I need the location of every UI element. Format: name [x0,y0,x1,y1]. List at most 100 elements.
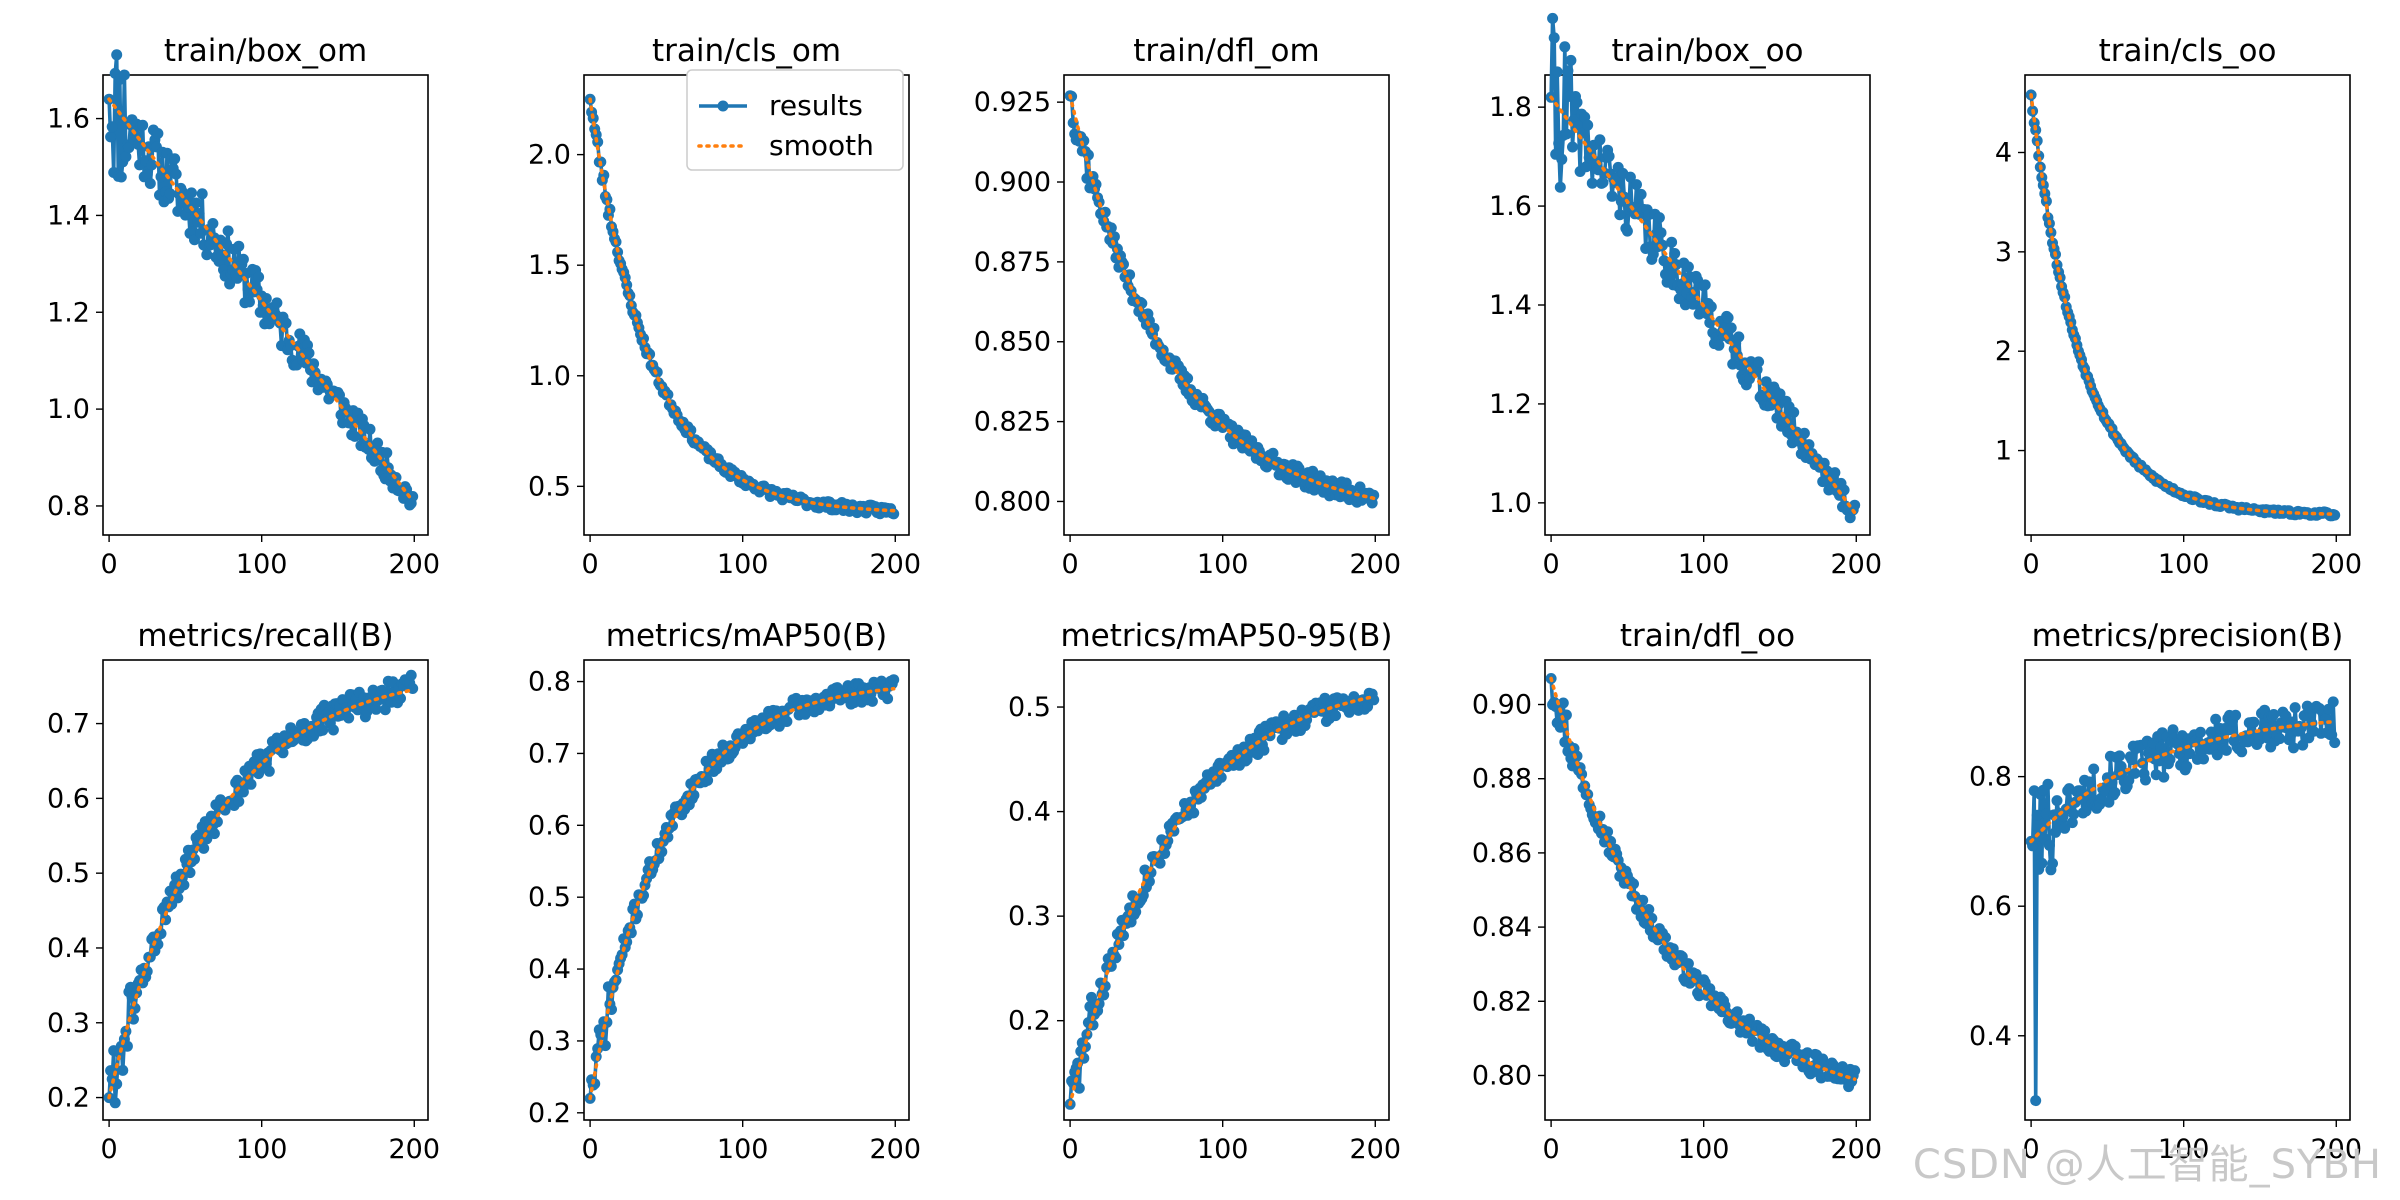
results-point [115,171,127,183]
results-point [1580,161,1592,173]
chart-panel: metrics/mAP50-95(B) 0 100 200 0.2 0.3 0.4 0.5 [1008,618,1401,1165]
results-point [144,178,156,189]
results-point [121,1040,133,1052]
results-point [327,724,339,736]
results-point [2184,748,2196,760]
axes-frame [2024,659,2351,1121]
results-point [2059,822,2071,834]
results-point [1603,150,1615,162]
results-point [1556,153,1568,165]
results-point [1073,1082,1085,1094]
chart-panel: train/box_oo 0 100 200 1.0 1.2 1.4 1.6 1.8 [1489,12,1882,580]
results-point [224,278,236,290]
results-point [109,1097,121,1109]
results-point [271,297,283,309]
results-point [405,669,417,681]
results-point [2042,778,2054,790]
results-point [2225,724,2237,736]
results-point [1241,754,1253,765]
results-point [1731,1006,1743,1018]
y-tick-label: 1.0 [528,361,571,392]
chart-panel: train/dfl_om 0 100 200 0.800 0.825 0.850 0.875 0… [974,33,1401,580]
results-point [2181,760,2193,772]
results-point [263,765,275,777]
results-point [2155,741,2167,753]
results-point [1733,331,1745,343]
results-point [245,778,257,790]
results-point [1594,134,1606,146]
x-tick-label: 100 [717,1134,769,1165]
results-point [132,138,144,150]
results-point [2268,709,2280,720]
smooth-line [107,688,415,1100]
results-point [1602,826,1614,838]
results-point [2033,150,2045,162]
x-tick-label: 0 [1062,549,1079,580]
results-point [123,142,135,154]
results-point [244,296,255,308]
y-tick-label: 0.86 [1472,838,1532,869]
axes-frame [1063,659,1390,1121]
results-point [882,693,894,705]
results-point [1606,190,1618,202]
x-tick-label: 200 [869,1134,921,1165]
results-point [2027,840,2039,852]
results-point [277,747,289,759]
results-point [2088,763,2100,775]
results-point [381,447,393,459]
results-point [2047,858,2058,869]
results-point [1621,225,1633,237]
chart-title: train/dfl_oo [1620,618,1795,654]
results-point [196,188,208,200]
results-point [2195,726,2206,738]
axes-frame [583,659,910,1121]
results-line [1069,94,1376,505]
y-tick-label: 0.5 [528,882,571,913]
y-tick-label: 3 [1995,237,2012,268]
x-tick-label: 0 [1543,1134,1560,1165]
x-tick-label: 200 [1830,549,1882,580]
y-tick-label: 1.6 [47,104,90,135]
results-point [237,253,249,265]
chart-title: metrics/recall(B) [137,618,393,654]
y-tick-label: 1 [1995,436,2012,467]
results-point [105,131,117,143]
x-tick-label: 100 [1678,549,1730,580]
results-point [407,491,419,502]
results-point [1215,771,1227,783]
y-tick-label: 0.925 [974,87,1051,118]
y-tick-label: 1.2 [1489,389,1532,420]
chart-title: metrics/precision(B) [2032,618,2344,654]
legend-results-label: results [769,89,863,122]
results-point [190,197,202,209]
y-tick-label: 0.4 [47,933,90,964]
results-point [106,121,118,133]
chart-panel: metrics/precision(B) 0 100 200 0.4 0.6 0.8 [1969,618,2362,1165]
y-tick-label: 0.3 [47,1008,90,1039]
x-tick-label: 0 [582,1134,599,1165]
results-point [222,225,234,237]
x-tick-label: 200 [1349,549,1401,580]
results-point [2068,808,2080,820]
results-point [379,704,391,716]
y-tick-label: 0.8 [47,491,90,522]
results-point [2129,767,2141,779]
results-point [2031,809,2043,821]
results-point [2036,857,2048,869]
x-tick-label: 0 [582,549,599,580]
x-tick-label: 100 [1678,1134,1730,1165]
results-point [1653,212,1665,224]
results-point [2329,509,2341,521]
y-tick-label: 0.825 [974,407,1051,438]
results-point [395,692,406,704]
results-point [1713,339,1725,351]
x-tick-label: 100 [236,1134,288,1165]
results-point [233,240,245,252]
results-point [1682,958,1694,970]
y-tick-label: 0.7 [528,738,571,769]
results-point [2051,795,2063,807]
watermark: CSDN @人工智能_SYBH [1912,1142,2382,1188]
x-tick-label: 200 [1349,1134,1401,1165]
results-point [1798,427,1810,439]
